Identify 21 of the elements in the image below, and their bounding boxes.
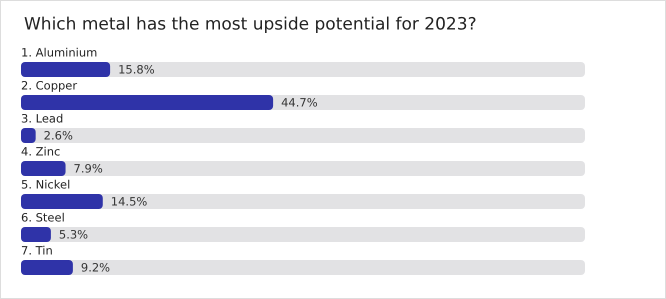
data-label: 44.7% <box>281 96 318 110</box>
y-tick-label: 7. Tin <box>21 244 53 258</box>
y-tick-label: 3. Lead <box>21 112 64 126</box>
data-label: 14.5% <box>110 194 148 208</box>
chart-title: Which metal has the most upside potential for 2023? <box>24 14 477 34</box>
y-tick-label: 2. Copper <box>21 78 78 92</box>
bar <box>21 128 36 143</box>
bar <box>21 161 66 176</box>
bar <box>21 194 103 209</box>
y-tick-label: 1. Aluminium <box>21 46 98 60</box>
bar <box>21 62 110 77</box>
data-label: 2.6% <box>44 128 73 142</box>
data-label: 9.2% <box>80 260 110 274</box>
bar <box>21 260 73 275</box>
data-label: 7.9% <box>74 162 103 176</box>
y-tick-label: 4. Zinc <box>21 144 60 158</box>
y-tick-label: 5. Nickel <box>21 178 70 192</box>
y-tick-label: 6. Steel <box>21 210 65 224</box>
data-label: 15.8% <box>118 62 155 76</box>
data-label: 5.3% <box>58 228 88 242</box>
bar <box>21 227 51 242</box>
